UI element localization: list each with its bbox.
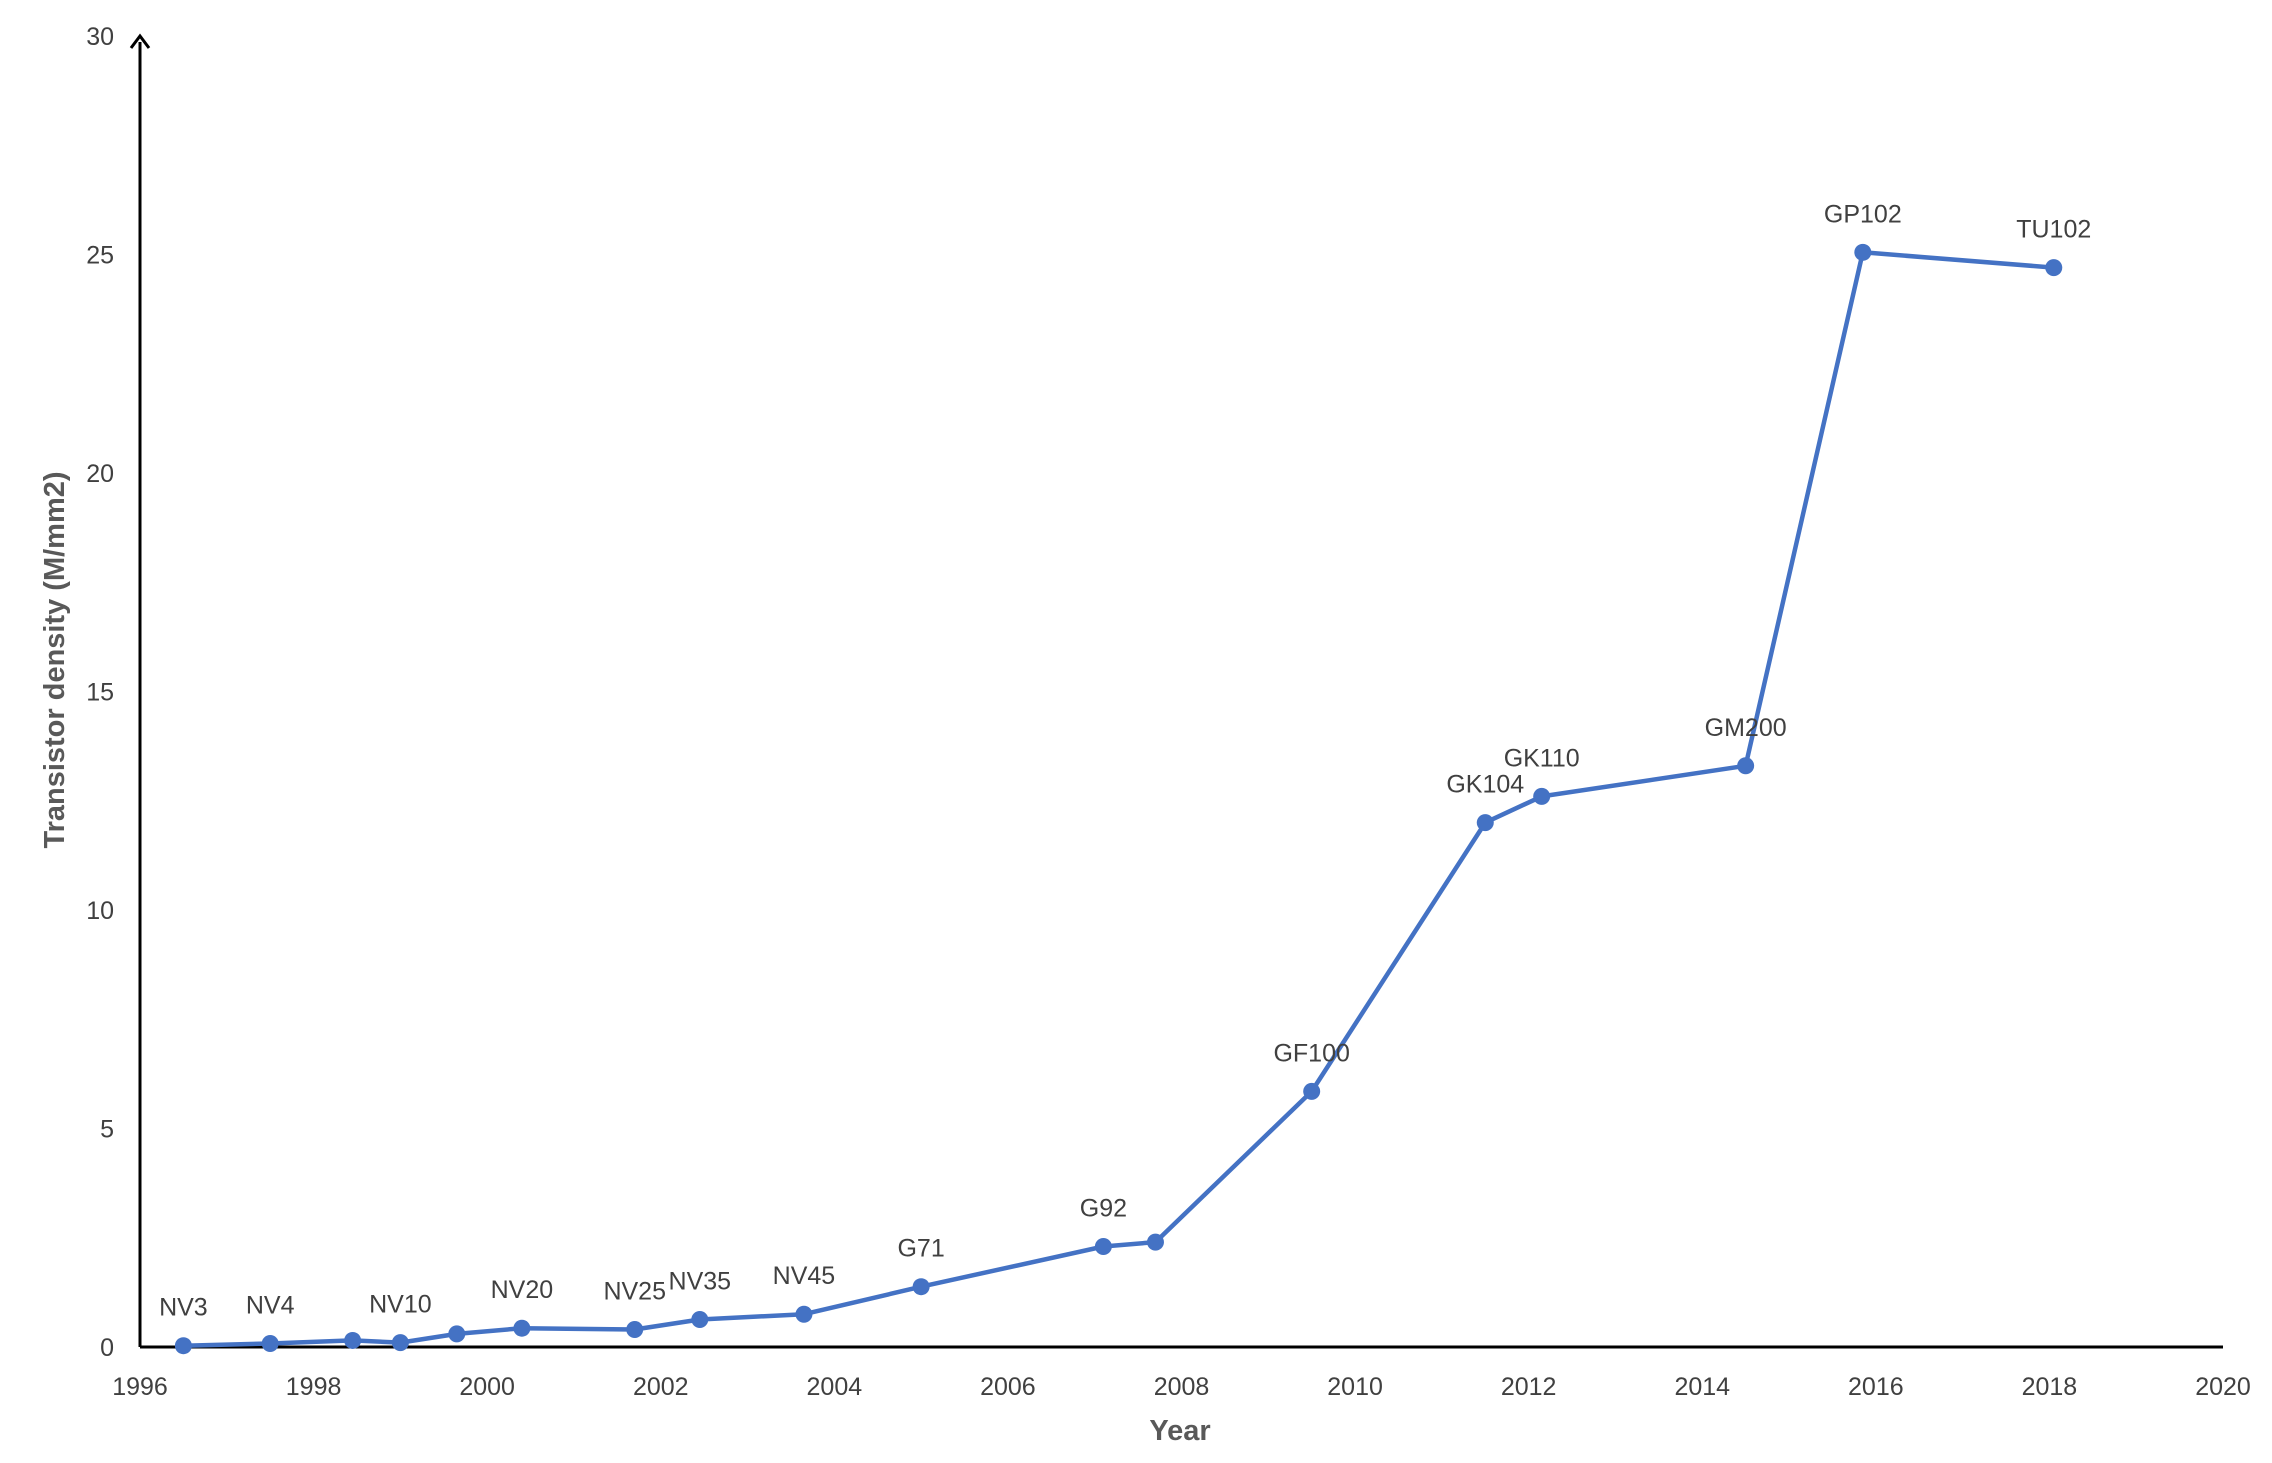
y-axis: 0 5 10 15 20 25 30 (86, 23, 151, 1362)
x-tick-label: 2018 (2022, 1373, 2078, 1401)
data-point-label: NV25 (603, 1278, 666, 1306)
y-axis-title: Transistor density (M/mm2) (39, 471, 71, 848)
y-tick-label: 25 (86, 242, 114, 270)
data-point (1737, 757, 1755, 775)
x-tick-label: 2016 (1848, 1373, 1904, 1401)
y-tick-label: 10 (86, 897, 114, 925)
data-point (513, 1319, 531, 1337)
y-tick-label: 5 (100, 1116, 114, 1144)
data-point (261, 1335, 279, 1353)
data-point-label: TU102 (2016, 216, 2091, 244)
x-axis-title: Year (1149, 1415, 1210, 1447)
x-tick-label: 2010 (1327, 1373, 1383, 1401)
data-point (795, 1305, 813, 1323)
data-point (2045, 259, 2063, 277)
data-point (626, 1321, 644, 1339)
y-axis-arrow-icon (129, 33, 151, 49)
data-point-label: G92 (1080, 1194, 1127, 1222)
x-tick-label: 2002 (633, 1373, 689, 1401)
data-point (1303, 1082, 1321, 1100)
data-point-label: GF100 (1273, 1039, 1349, 1067)
data-point-label: GK110 (1504, 744, 1580, 772)
point-labels: NV3 NV4 NV10 NV20 NV25 NV35 NV45 G71 G92 GF100 GK1… (159, 200, 2091, 1321)
data-point (391, 1334, 409, 1352)
x-tick-label: 1996 (112, 1373, 168, 1401)
y-tick-label: 20 (86, 460, 114, 488)
x-tick-label: 2000 (459, 1373, 515, 1401)
data-point-label: NV35 (669, 1267, 732, 1295)
data-point-label: NV20 (491, 1276, 554, 1304)
data-point-label: NV45 (773, 1262, 836, 1290)
data-point (1146, 1233, 1164, 1251)
x-tick-label: 2006 (980, 1373, 1036, 1401)
x-tick-label: 2014 (1674, 1373, 1730, 1401)
data-point (344, 1331, 362, 1349)
data-point (174, 1337, 192, 1355)
data-point-label: G71 (897, 1235, 944, 1263)
x-tick-label: 2020 (2195, 1373, 2251, 1401)
x-tick-label: 2012 (1501, 1373, 1557, 1401)
series-layer (174, 243, 2063, 1355)
x-tick-label: 2004 (807, 1373, 863, 1401)
data-point-label: GM200 (1705, 714, 1787, 742)
data-point (1854, 243, 1872, 261)
x-tick-label: 2008 (1154, 1373, 1210, 1401)
data-point-label: NV3 (159, 1294, 208, 1322)
data-point (912, 1278, 930, 1296)
data-point-label: GP102 (1824, 200, 1902, 228)
series-line (183, 250, 2054, 1348)
data-point-label: NV4 (246, 1292, 295, 1320)
y-tick-label: 15 (86, 679, 114, 707)
y-tick-label: 0 (100, 1334, 114, 1362)
data-point (1476, 814, 1494, 832)
data-point-label: NV10 (369, 1291, 432, 1319)
data-point (1094, 1237, 1112, 1255)
data-point (691, 1310, 709, 1328)
x-tick-label: 1998 (286, 1373, 342, 1401)
data-point (448, 1325, 466, 1343)
data-point-label: GK104 (1446, 771, 1524, 799)
data-point (1533, 787, 1551, 805)
y-tick-label: 30 (86, 23, 114, 51)
x-axis: 1996 1998 2000 2002 2004 2006 2008 2010 2012 2014… (112, 1345, 2251, 1401)
